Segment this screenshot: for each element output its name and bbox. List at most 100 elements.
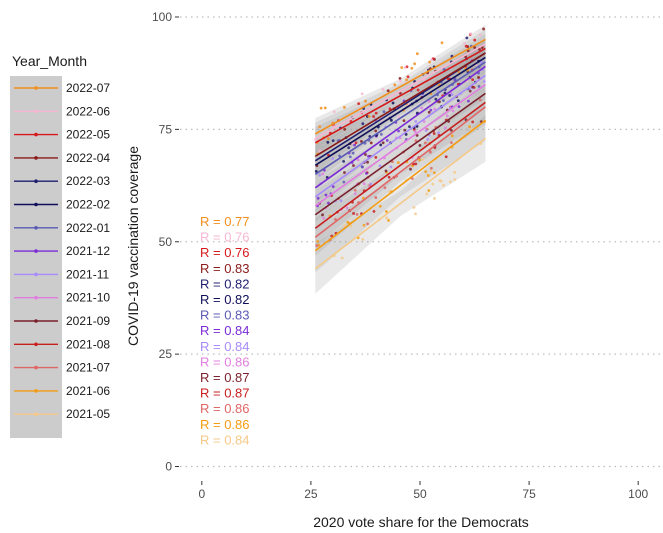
point-2022-03 [448, 94, 452, 97]
point-2022-03 [347, 146, 351, 150]
legend-label: 2021-05 [66, 407, 110, 421]
point-2022-04 [343, 127, 347, 131]
point-2022-01 [442, 67, 446, 71]
point-2022-05 [357, 102, 361, 106]
y-tick-label: 50 [159, 235, 173, 249]
point-2021-06 [418, 158, 422, 162]
r-label-2022-04: R = 0.83 [200, 261, 250, 276]
point-2021-11 [331, 157, 335, 160]
point-2022-04 [402, 119, 406, 123]
point-2022-04 [398, 77, 402, 80]
point-2021-10 [433, 107, 437, 111]
fit-line-2021-07 [314, 106, 486, 238]
point-2022-07 [440, 41, 444, 45]
point-2021-05 [421, 158, 425, 161]
point-2022-02 [456, 99, 460, 103]
point-2021-06 [387, 218, 390, 222]
point-2021-10 [362, 182, 366, 186]
legend-key-point [34, 365, 38, 370]
point-2022-06 [469, 32, 473, 36]
legend-label: 2022-06 [66, 104, 110, 118]
point-2021-09 [449, 128, 453, 132]
point-2022-07 [415, 52, 419, 56]
point-2021-10 [322, 216, 325, 220]
point-2022-04 [360, 139, 363, 143]
point-2022-05 [406, 75, 410, 79]
point-2021-10 [420, 106, 424, 110]
point-2022-01 [351, 151, 355, 155]
fit-line-2021-11 [314, 74, 486, 198]
point-2022-03 [465, 36, 469, 40]
legend-key-point [34, 179, 38, 183]
legend-label: 2022-02 [66, 198, 110, 212]
point-2022-06 [463, 41, 466, 45]
r-label-2021-11: R = 0.84 [200, 339, 250, 354]
r-label-2021-06: R = 0.86 [200, 417, 250, 432]
point-2021-08 [372, 210, 376, 213]
fit-line-2022-02 [314, 56, 486, 167]
point-2022-06 [403, 66, 407, 69]
point-2022-04 [473, 46, 477, 49]
legend-item-2022-02: 2022-02 [14, 198, 110, 212]
point-2021-11 [482, 80, 486, 83]
point-2022-02 [389, 118, 393, 122]
legend-item-2022-06: 2022-06 [14, 104, 110, 118]
point-2022-05 [464, 44, 468, 48]
point-2021-06 [316, 239, 320, 243]
point-2022-01 [442, 99, 445, 102]
point-2021-06 [384, 210, 388, 213]
point-2021-10 [444, 126, 447, 130]
x-tick-label: 50 [413, 487, 427, 501]
point-2022-01 [348, 155, 352, 159]
point-2021-08 [387, 175, 391, 179]
r-label-2022-07: R = 0.77 [200, 214, 250, 229]
r-label-2022-06: R = 0.76 [200, 230, 250, 245]
point-2021-10 [422, 120, 426, 123]
point-2021-05 [429, 169, 433, 173]
legend-key-point [34, 86, 38, 90]
point-2021-08 [432, 132, 436, 135]
point-2021-10 [345, 206, 349, 210]
point-2022-01 [360, 165, 364, 169]
point-2022-05 [388, 107, 392, 111]
point-2021-11 [369, 182, 373, 186]
point-2022-05 [374, 111, 378, 115]
point-2022-04 [477, 76, 480, 79]
r-label-2021-07: R = 0.86 [200, 401, 250, 416]
legend-label: 2021-07 [66, 361, 110, 375]
legend-key-point [34, 226, 38, 230]
point-2022-07 [318, 125, 322, 129]
point-2021-11 [414, 120, 418, 123]
point-2021-08 [444, 155, 448, 159]
point-2021-09 [381, 141, 385, 145]
y-tick-label: 100 [152, 10, 172, 24]
point-2021-11 [450, 93, 454, 96]
r-label-2022-01: R = 0.83 [200, 308, 250, 323]
fit-line-2021-09 [314, 92, 486, 216]
fit-line-2021-05 [314, 137, 486, 270]
y-tick-label: 75 [159, 122, 173, 136]
point-2021-05 [431, 182, 435, 186]
point-2021-05 [425, 192, 429, 196]
point-2021-05 [453, 170, 457, 174]
point-2022-03 [361, 122, 365, 126]
point-2021-05 [433, 197, 436, 200]
legend-item-2022-05: 2022-05 [14, 128, 110, 142]
x-axis-title: 2020 vote share for the Democrats [313, 514, 529, 530]
point-2021-06 [362, 223, 366, 227]
point-2021-09 [403, 128, 407, 132]
point-2021-11 [426, 137, 430, 141]
legend-label: 2021-10 [66, 291, 110, 305]
point-2021-11 [339, 199, 343, 203]
fit-line-2021-06 [314, 119, 486, 252]
point-2021-09 [352, 164, 355, 167]
legend-key-point [34, 202, 38, 207]
point-2021-09 [427, 110, 431, 114]
point-2022-07 [393, 83, 397, 87]
point-2022-07 [413, 62, 417, 66]
point-2021-11 [318, 173, 322, 177]
point-2021-05 [453, 178, 457, 181]
point-2021-12 [385, 139, 389, 142]
legend-item-2021-10: 2021-10 [14, 291, 110, 305]
